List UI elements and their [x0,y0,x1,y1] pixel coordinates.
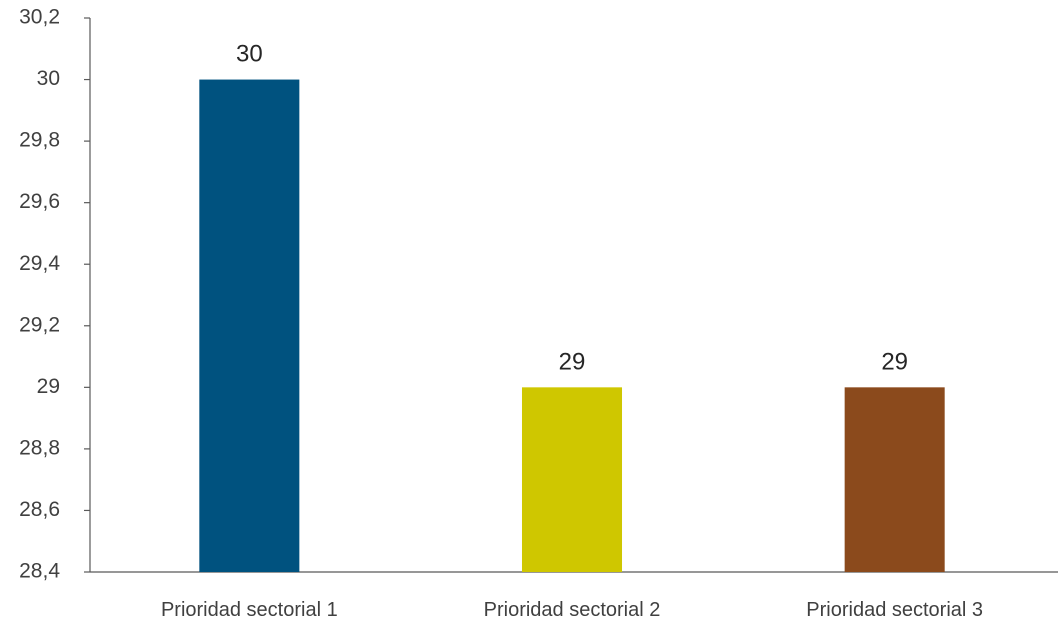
data-label-3: 29 [881,348,908,375]
data-label-1: 30 [236,41,263,68]
y-tick-label: 28,4 [19,560,60,583]
y-tick-label: 29,8 [19,129,60,152]
bar-3 [844,387,945,572]
x-category-label-1: Prioridad sectorial 1 [161,599,338,621]
y-tick-label: 28,6 [19,498,60,521]
y-tick-label: 30 [37,67,60,90]
x-axis: Prioridad sectorial 1 Prioridad sectorial… [90,571,1058,621]
y-tick-label: 28,8 [19,436,60,459]
y-tick-label: 29 [37,375,60,398]
x-category-label-3: Prioridad sectorial 3 [806,599,983,621]
data-label-2: 29 [559,348,586,375]
data-labels: 30 29 29 [236,41,908,376]
y-tick-label: 29,6 [19,190,60,213]
bars [199,79,945,573]
x-category-label-2: Prioridad sectorial 2 [484,599,661,621]
bar-1 [199,79,300,573]
bar-2 [521,387,623,572]
y-tick-label: 30,2 [19,6,60,29]
y-tick-label: 29,2 [19,313,60,336]
y-tick-label: 29,4 [19,252,60,275]
y-axis: 28,4 28,6 28,8 29 29,2 29,4 29,6 29,8 30 30,2 [19,6,91,583]
